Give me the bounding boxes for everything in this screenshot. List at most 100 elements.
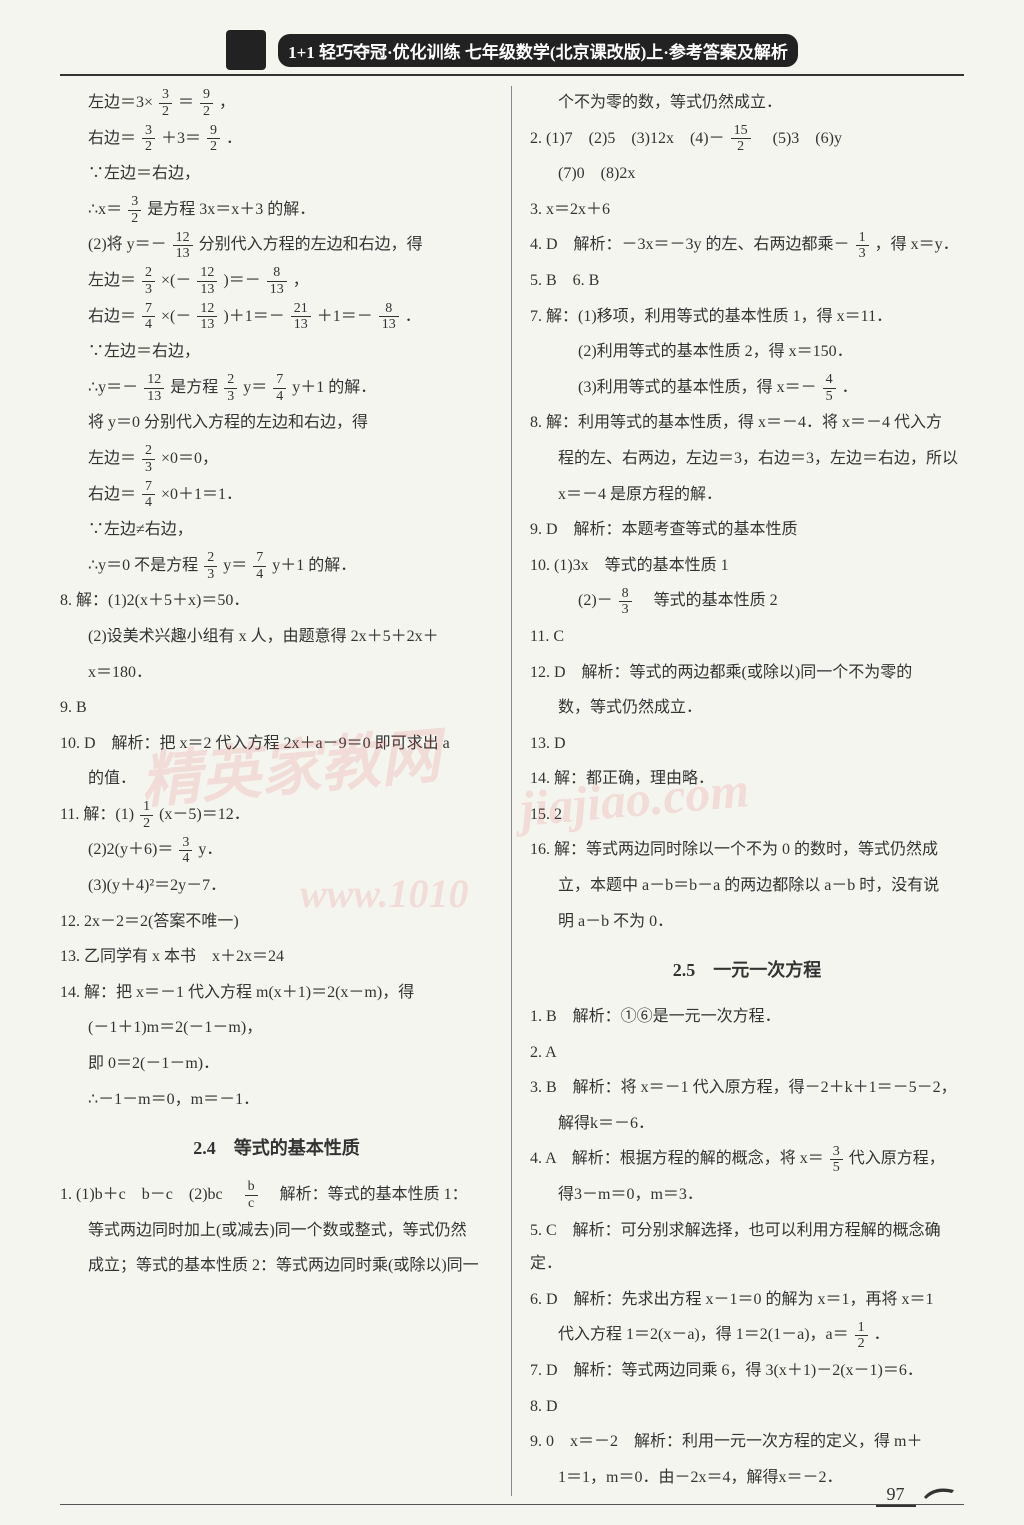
fraction: 23 (142, 443, 155, 475)
fraction: 74 (253, 550, 266, 582)
text-line: x＝180． (60, 656, 493, 690)
text-line: x＝－4 是原方程的解． (530, 478, 964, 512)
text-line: 4. D 解析：－3x＝－3y 的左、右两边都乘－ 13 ，得 x＝y． (530, 228, 964, 262)
t: (2)2(y＋6)＝ (88, 841, 173, 858)
text-line: 5. C 解析：可分别求解选择，也可以利用方程解的概念确定． (530, 1214, 964, 1281)
t: (5)3 (6)y (757, 130, 842, 147)
text-line: 13. 乙同学有 x 本书 x＋2x＝24 (60, 940, 493, 974)
t: (3)利用等式的基本性质，得 x＝－ (578, 379, 817, 396)
t: 是方程 (170, 379, 218, 396)
text-line: 14. 解：把 x＝－1 代入方程 m(x＋1)＝2(x－m)，得 (60, 976, 493, 1010)
text-line: 14. 解：都正确，理由略． (530, 762, 964, 796)
text-line: ∵左边≠右边， (60, 513, 493, 547)
fraction: 813 (379, 301, 399, 333)
t: y＋1 的解． (272, 557, 356, 574)
text-line: 右边＝ 74 ×(－ 1213 )＋1＝－ 2113 ＋1＝－ 813 ． (60, 300, 493, 334)
text-line: ∵左边＝右边， (60, 157, 493, 191)
fraction: 35 (830, 1144, 843, 1176)
t: 1. (1)b＋c b－c (2)bc (60, 1186, 239, 1203)
fraction: 1213 (173, 230, 193, 262)
t: 左边＝3× (88, 94, 153, 111)
fraction: 23 (224, 372, 237, 404)
t: 左边＝ (88, 450, 136, 467)
t: (2)－ (578, 592, 613, 609)
text-line: 左边＝3× 32 ＝ 92 ， (60, 86, 493, 120)
text-line: 12. D 解析：等式的两边都乘(或除以)同一个不为零的 (530, 656, 964, 690)
t: 分别代入方程的左边和右边，得 (199, 236, 423, 253)
fraction: 32 (142, 123, 155, 155)
text-line: 9. D 解析：本题考查等式的基本性质 (530, 513, 964, 547)
text-line: 代入方程 1＝2(x－a)，得 1＝2(1－a)，a＝ 12 ． (530, 1318, 964, 1352)
section-title-24: 2.4 等式的基本性质 (60, 1130, 493, 1168)
t: 右边＝ (88, 308, 136, 325)
t: ×(－ (161, 308, 191, 325)
right-column: 个不为零的数，等式仍然成立． 2. (1)7 (2)5 (3)12x (4)－ … (512, 86, 964, 1496)
t: ∴y＝－ (88, 379, 138, 396)
text-line: (2)－ 83 等式的基本性质 2 (530, 584, 964, 618)
fraction: bc (245, 1179, 258, 1211)
fraction: 13 (856, 230, 869, 262)
t: y． (198, 841, 222, 858)
text-line: (2)2(y＋6)＝ 34 y． (60, 833, 493, 867)
text-line: 7. D 解析：等式两边同乘 6，得 3(x＋1)－2(x－1)＝6． (530, 1354, 964, 1388)
fraction: 83 (619, 586, 632, 618)
t: ． (405, 308, 421, 325)
t: 右边＝ (88, 130, 136, 147)
t: 2. (1)7 (2)5 (3)12x (4)－ (530, 130, 725, 147)
text-line: 13. D (530, 727, 964, 761)
t: ×0＋1＝1． (161, 486, 242, 503)
content-columns: 左边＝3× 32 ＝ 92 ， 右边＝ 32 ＋3＝ 92 ． ∵左边＝右边， … (60, 86, 964, 1496)
text-line: 的值． (60, 762, 493, 796)
t: ， (219, 94, 235, 111)
text-line: (7)0 (8)2x (530, 157, 964, 191)
page-swoosh-icon (924, 1484, 954, 1499)
fraction: 1213 (197, 265, 217, 297)
fraction: 23 (142, 265, 155, 297)
text-line: 个不为零的数，等式仍然成立． (530, 86, 964, 120)
t: ． (226, 130, 242, 147)
text-line: 11. 解：(1) 12 (x－5)＝12． (60, 798, 493, 832)
header-logo-icon (226, 30, 266, 70)
header-title: 1+1 轻巧夺冠·优化训练 七年级数学(北京课改版)上·参考答案及解析 (278, 34, 798, 67)
text-line: (3)利用等式的基本性质，得 x＝－ 45 ． (530, 371, 964, 405)
text-line: 9. 0 x＝－2 解析：利用一元一次方程的定义，得 m＋ (530, 1425, 964, 1459)
text-line: (3)(y＋4)²＝2y－7． (60, 869, 493, 903)
t: (x－5)＝12． (159, 806, 250, 823)
t: 解析：等式的基本性质 1： (264, 1186, 468, 1203)
text-line: 10. (1)3x 等式的基本性质 1 (530, 549, 964, 583)
t: 左边＝ (88, 272, 136, 289)
text-line: 2. A (530, 1036, 964, 1070)
text-line: 左边＝ 23 ×0＝0， (60, 442, 493, 476)
fraction: 74 (142, 479, 155, 511)
footer-divider (60, 1504, 964, 1505)
t: 11. 解：(1) (60, 806, 134, 823)
text-line: ∵左边＝右边， (60, 335, 493, 369)
text-line: 11. C (530, 620, 964, 654)
page-header: 1+1 轻巧夺冠·优化训练 七年级数学(北京课改版)上·参考答案及解析 (60, 30, 964, 76)
t: )＝－ (223, 272, 260, 289)
t: (2)将 y＝－ (88, 236, 167, 253)
text-line: (2)利用等式的基本性质 2，得 x＝150． (530, 335, 964, 369)
text-line: 立，本题中 a－b＝b－a 的两边都除以 a－b 时，没有说 (530, 869, 964, 903)
t: y＝ (223, 557, 247, 574)
t: 等式的基本性质 2 (638, 592, 778, 609)
t: ， (293, 272, 309, 289)
left-column: 左边＝3× 32 ＝ 92 ， 右边＝ 32 ＋3＝ 92 ． ∵左边＝右边， … (60, 86, 512, 1496)
text-line: 成立；等式的基本性质 2：等式两边同时乘(或除以)同一 (60, 1249, 493, 1283)
text-line: 解得k＝－6． (530, 1107, 964, 1141)
text-line: 等式两边同时加上(或减去)同一个数或整式，等式仍然 (60, 1214, 493, 1248)
t: 右边＝ (88, 486, 136, 503)
fraction: 32 (159, 87, 172, 119)
text-line: 15. 2 (530, 798, 964, 832)
t: ＋1＝－ (317, 308, 373, 325)
text-line: 即 0＝2(－1－m)． (60, 1047, 493, 1081)
text-line: 4. A 解析：根据方程的解的概念，将 x＝ 35 代入原方程， (530, 1142, 964, 1176)
text-line: 程的左、右两边，左边＝3，右边＝3，左边＝右边，所以 (530, 442, 964, 476)
text-line: 2. (1)7 (2)5 (3)12x (4)－ 152 (5)3 (6)y (530, 122, 964, 156)
text-line: ∴y＝－ 1213 是方程 23 y＝ 74 y＋1 的解． (60, 371, 493, 405)
text-line: 8. 解：(1)2(x＋5＋x)＝50． (60, 584, 493, 618)
t: )＋1＝－ (223, 308, 284, 325)
text-line: (2)设美术兴趣小组有 x 人，由题意得 2x＋5＋2x＋ (60, 620, 493, 654)
fraction: 23 (204, 550, 217, 582)
fraction: 74 (273, 372, 286, 404)
